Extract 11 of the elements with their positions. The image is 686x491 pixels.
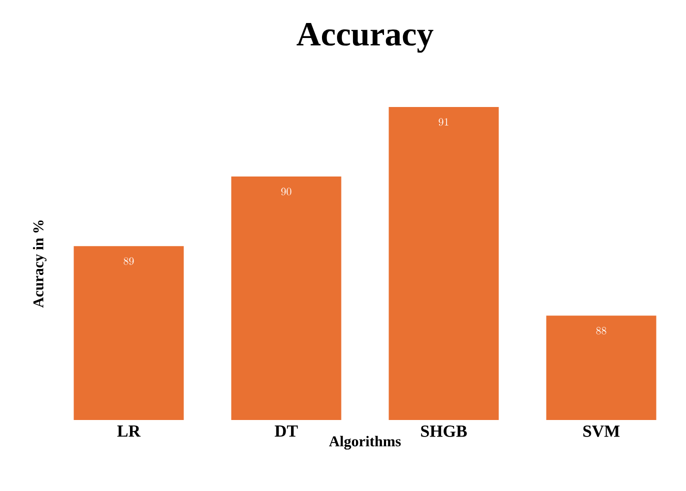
x-axis-title: Algorithms (329, 436, 401, 450)
x-tick-label: SVM (583, 426, 620, 437)
data-label: 88 (596, 326, 606, 334)
data-label: 91 (438, 118, 448, 126)
y-axis-title: Acuracy in % (32, 220, 46, 308)
x-tick-label: LR (117, 426, 141, 437)
chart-title: Accuracy (296, 23, 434, 53)
x-tick-label: DT (274, 426, 298, 437)
x-tick-label: SHGB (421, 426, 467, 437)
data-label: 89 (124, 257, 134, 265)
data-label: 90 (281, 188, 292, 196)
